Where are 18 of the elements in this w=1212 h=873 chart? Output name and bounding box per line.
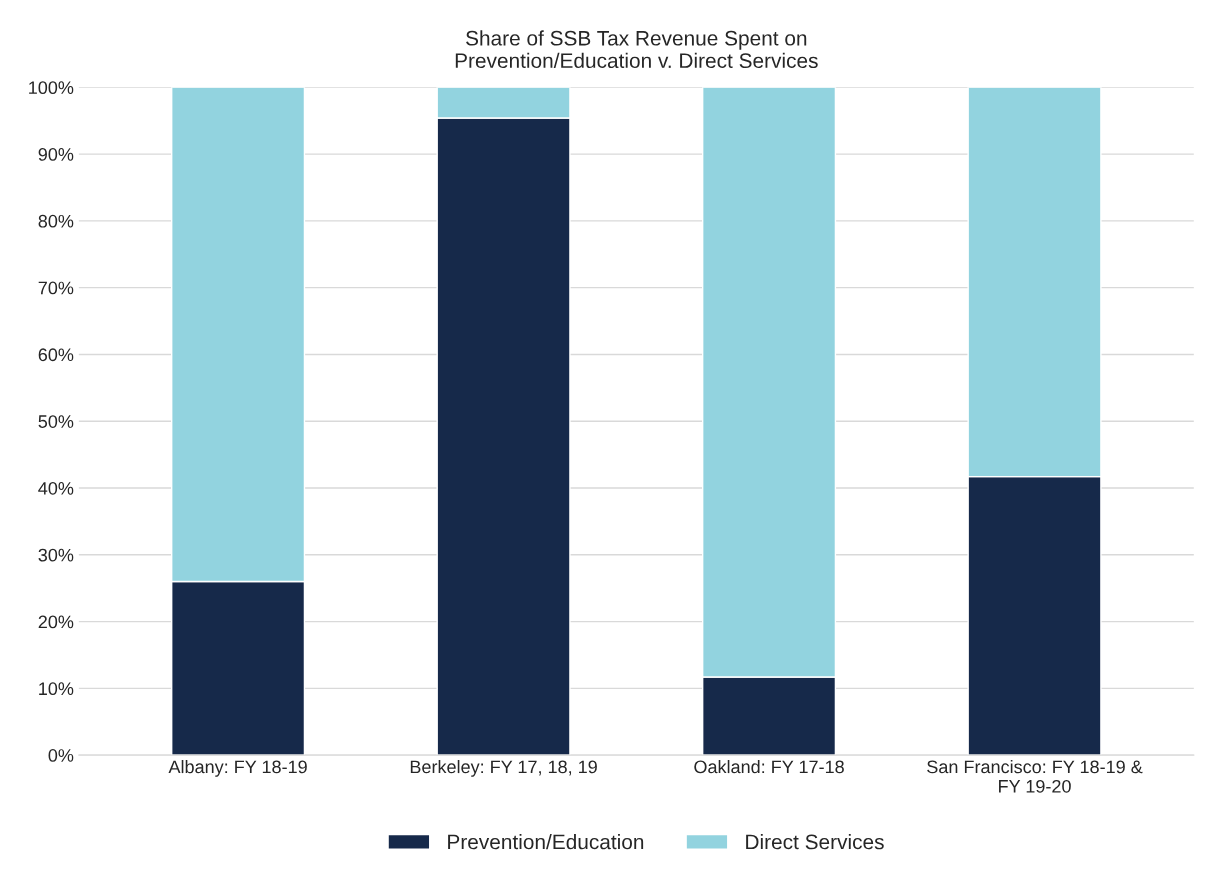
legend-label: Prevention/Education [448, 834, 644, 850]
y-tick-label: 40% [38, 481, 74, 495]
y-tick-label: 70% [38, 281, 74, 295]
y-tick-label: 30% [38, 548, 74, 562]
chart-title: Share of SSB Tax Revenue Spent on Prevention/Education v. Direct Services [455, 30, 818, 69]
x-tick-label: San Francisco: FY 18-19 & FY 19-20 [927, 760, 1143, 793]
y-tick-label: 100% [29, 81, 74, 95]
y-tick-label: 50% [38, 415, 74, 428]
y-tick-label: 10% [39, 682, 74, 696]
y-tick-label: 20% [38, 615, 74, 629]
y-tick-label: 0% [48, 749, 74, 762]
y-tick-label: 80% [38, 214, 74, 228]
x-tick-label: Berkeley: FY 17, 18, 19 [410, 760, 597, 777]
x-tick-label: Oakland: FY 17-18 [694, 760, 844, 774]
x-tick-label: Albany: FY 18-19 [168, 760, 307, 777]
y-tick-label: 60% [38, 348, 74, 362]
y-tick-label: 90% [38, 148, 74, 161]
legend-label: Direct Services [746, 834, 884, 850]
